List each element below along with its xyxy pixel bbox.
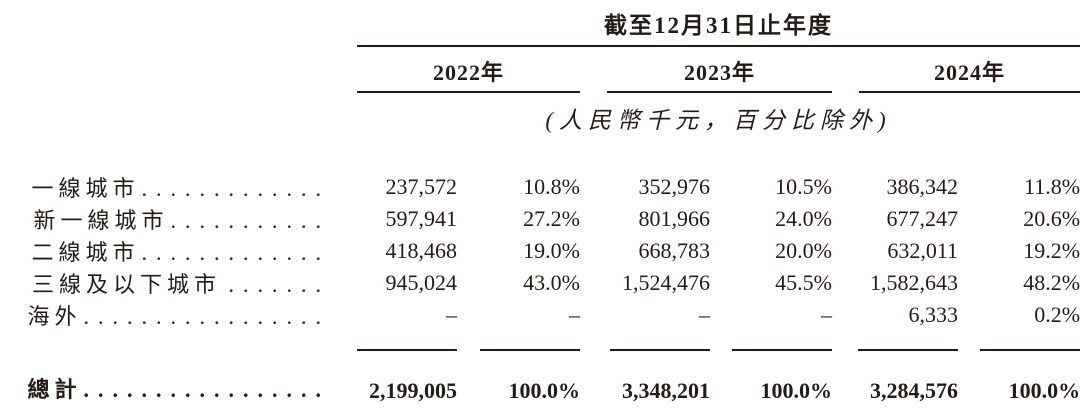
- table-row-tier2: 二線城市............. 418,468 19.0% 668,783 …: [20, 235, 1080, 267]
- total-2022-value-cell: 2,199,005: [330, 357, 457, 409]
- cell-2023-percent: 45.5%: [775, 270, 832, 295]
- dot-leader: ...........: [170, 208, 330, 233]
- year-header-2023-cell: 2023年: [580, 47, 832, 93]
- total-2023-percent: 100.0%: [732, 378, 833, 409]
- year-header-2024-cell: 2024年: [832, 47, 1080, 93]
- cell-2023-percent: 10.5%: [775, 174, 832, 199]
- total-2023-value: 3,348,201: [610, 378, 710, 409]
- total-label: 總計: [27, 377, 82, 402]
- cell-2022-percent: 27.2%: [523, 206, 580, 231]
- cell-2024-percent: 19.2%: [1023, 238, 1080, 263]
- row-label-cell: 一線城市.............: [20, 171, 330, 203]
- cell-2022-value: 237,572: [385, 174, 458, 199]
- total-row: 總計................. 2,199,005 100.0% 3,3…: [20, 357, 1080, 409]
- total-2024-value: 3,284,576: [858, 378, 958, 409]
- total-2024-percent-cell: 100.0%: [958, 357, 1080, 409]
- year-header-2022: 2022年: [357, 47, 580, 93]
- revenue-by-city-tier-table: 截至12月31日止年度 2022年 2023年 2024年 (人民幣千元，百分比…: [20, 6, 1080, 409]
- empty-label-cell: [20, 93, 330, 139]
- column-rule: [330, 331, 457, 357]
- total-2022-percent: 100.0%: [480, 378, 581, 409]
- year-header-row: 2022年 2023年 2024年: [20, 47, 1080, 93]
- table-row-tier3-below: 三線及以下城市 ....... 945,024 43.0% 1,524,476 …: [20, 267, 1080, 299]
- spacer-row: [20, 139, 1080, 171]
- period-title-cell: 截至12月31日止年度: [330, 6, 1080, 47]
- row-label-cell: 二線城市.............: [20, 235, 330, 267]
- cell-2023-value: 801,966: [638, 206, 711, 231]
- column-rule: [710, 331, 832, 357]
- table-row-new-tier1: 新一線城市........... 597,941 27.2% 801,966 2…: [20, 203, 1080, 235]
- empty-label-cell: [20, 331, 330, 357]
- empty-label-cell: [20, 47, 330, 93]
- cell-2024-value: 386,342: [886, 174, 959, 199]
- row-label-cell: 海外.................: [20, 299, 330, 331]
- empty-corner-cell: [20, 6, 330, 47]
- column-rule: [457, 331, 580, 357]
- cell-2022-value: 597,941: [385, 206, 458, 231]
- cell-2024-value: 6,333: [908, 302, 959, 327]
- cell-2022-percent: –: [569, 302, 580, 327]
- row-label: 一線城市: [31, 176, 140, 201]
- cell-2024-value: 632,011: [887, 238, 958, 263]
- row-label: 海外: [27, 304, 82, 329]
- period-title: 截至12月31日止年度: [357, 6, 1080, 47]
- total-2022-value: 2,199,005: [357, 378, 457, 409]
- column-rule: [580, 331, 710, 357]
- cell-2023-value: –: [699, 302, 710, 327]
- dot-leader: .......: [228, 272, 330, 297]
- cell-2022-percent: 19.0%: [523, 238, 580, 263]
- dot-leader: .............: [141, 176, 330, 201]
- row-label-cell: 三線及以下城市 .......: [20, 267, 330, 299]
- cell-2023-value: 352,976: [638, 174, 711, 199]
- year-header-2024: 2024年: [859, 47, 1080, 93]
- subtotal-rule-row: [20, 331, 1080, 357]
- row-label-cell: 新一線城市...........: [20, 203, 330, 235]
- dot-leader: .............: [141, 240, 330, 265]
- cell-2022-value: 418,468: [385, 238, 458, 263]
- cell-2024-value: 677,247: [886, 206, 959, 231]
- cell-2024-percent: 11.8%: [1024, 174, 1080, 199]
- dot-leader: .................: [83, 304, 330, 329]
- cell-2024-percent: 20.6%: [1023, 206, 1080, 231]
- cell-2023-value: 668,783: [638, 238, 711, 263]
- total-2023-percent-cell: 100.0%: [710, 357, 833, 409]
- table-row-overseas: 海外................. – – – – 6,333 0.2%: [20, 299, 1080, 331]
- total-2023-value-cell: 3,348,201: [580, 357, 710, 409]
- cell-2022-percent: 43.0%: [523, 270, 580, 295]
- year-header-2022-cell: 2022年: [330, 47, 580, 93]
- cell-2023-percent: 20.0%: [775, 238, 832, 263]
- total-2022-percent-cell: 100.0%: [457, 357, 581, 409]
- total-2024-percent: 100.0%: [980, 378, 1080, 409]
- period-title-row: 截至12月31日止年度: [20, 6, 1080, 47]
- row-label: 三線及以下城市: [31, 272, 221, 297]
- cell-2022-percent: 10.8%: [523, 174, 580, 199]
- row-label: 二線城市: [31, 240, 140, 265]
- column-rule: [832, 331, 958, 357]
- cell-2023-percent: –: [821, 302, 832, 327]
- unit-note-row: (人民幣千元，百分比除外): [20, 93, 1080, 139]
- unit-note: (人民幣千元，百分比除外): [545, 108, 892, 133]
- cell-2023-percent: 24.0%: [775, 206, 832, 231]
- year-header-2023: 2023年: [607, 47, 832, 93]
- cell-2022-value: 945,024: [385, 270, 458, 295]
- unit-note-cell: (人民幣千元，百分比除外): [330, 93, 1080, 139]
- cell-2024-percent: 0.2%: [1034, 302, 1080, 327]
- total-2024-value-cell: 3,284,576: [832, 357, 958, 409]
- table-row-tier1: 一線城市............. 237,572 10.8% 352,976 …: [20, 171, 1080, 203]
- cell-2024-value: 1,582,643: [870, 270, 958, 295]
- column-rule: [958, 331, 1080, 357]
- total-label-cell: 總計.................: [20, 357, 330, 409]
- cell-2022-value: –: [446, 302, 457, 327]
- dot-leader: .................: [83, 377, 330, 402]
- cell-2023-value: 1,524,476: [622, 270, 710, 295]
- row-label: 新一線城市: [33, 208, 169, 233]
- cell-2024-percent: 48.2%: [1023, 270, 1080, 295]
